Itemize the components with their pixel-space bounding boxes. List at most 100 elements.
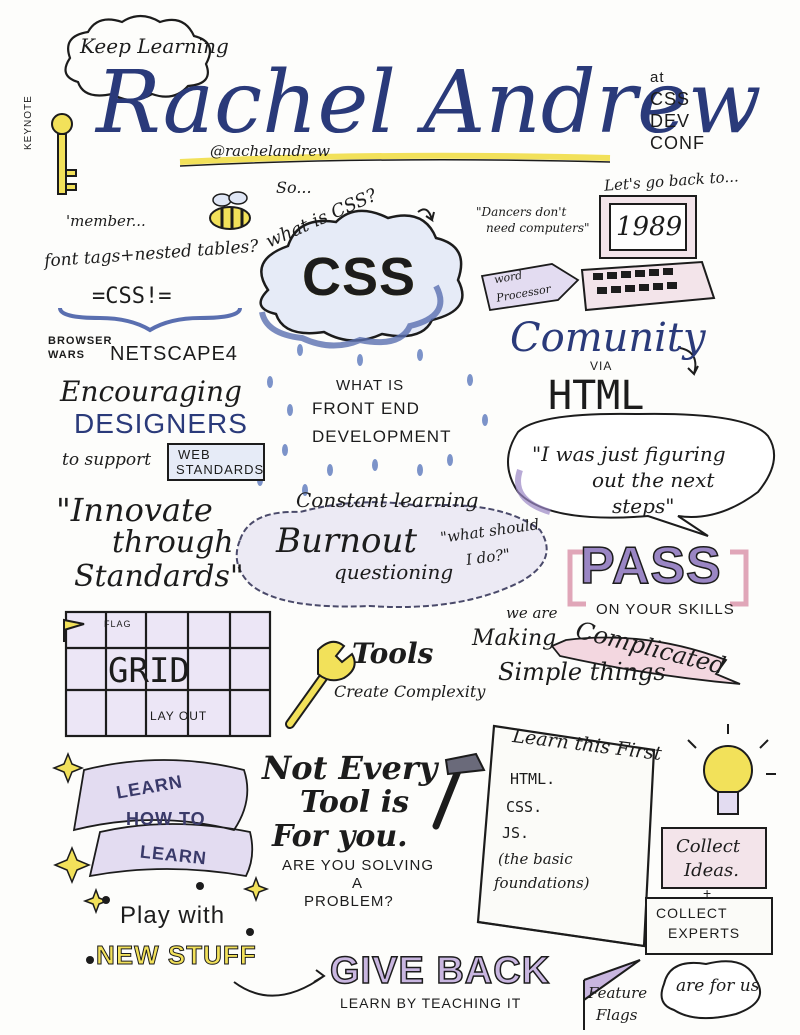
learn-first-basic: (the basic [498,850,573,868]
new-stuff-text: NEW STUFF [96,940,257,970]
to-support-text: to support [62,450,152,470]
burnout-scribble [235,501,548,608]
standards-quote-text: Standards" [74,559,244,594]
keep-learning-label: Keep Learning [80,34,229,58]
play-with-text: Play with [120,902,226,929]
css-cloud [259,209,464,342]
burnout-text: Burnout [276,521,418,561]
keynote-label: KEYNOTE [23,95,34,150]
are-for-us-text: are for us [676,976,760,996]
web-standards-box [167,443,265,481]
flag-text: FLAG [104,619,132,629]
front-end-text: FRONT END [312,399,420,418]
learn-by-teaching-text: LEARN BY TEACHING IT [340,995,522,1011]
create-complexity-text: Create Complexity [334,682,486,701]
event-conf: CONF [650,133,705,153]
give-back-text: GIVE BACK [329,950,551,992]
for-you-text: For you. [272,819,408,854]
problem-text: PROBLEM? [304,893,394,910]
learn-first-js: JS. [502,824,530,842]
year-1989: 1989 [616,212,683,242]
tools-text: Tools [352,637,434,670]
keep-learning-cloud [64,14,212,102]
arrow-community [679,347,699,376]
through-text: through [112,525,234,560]
browser-text: BROWSER [48,335,113,347]
hammer-icon [432,752,486,830]
plus-text: + [703,885,713,901]
wrench-icon [285,640,356,729]
arrow-what-is-css [417,208,435,223]
what-is-text: WHAT IS [336,377,405,394]
collect-ideas-1: Collect [676,836,741,857]
quote-line-2: out the next [592,468,715,492]
so-text: So... [276,178,312,197]
event-at: at [650,69,665,86]
tool-is-text: Tool is [300,785,410,820]
lightbulb-icon [687,724,776,815]
grid-flag [63,618,85,642]
a-text: A [352,875,364,892]
learn-ribbon [72,759,254,878]
css-bang-text: =CSS!= [92,284,172,309]
questioning-text: questioning [334,560,454,584]
layout-text: LAY OUT [150,709,208,723]
collect-experts-1: COLLECT [656,905,728,921]
not-every-text: Not Every [262,749,438,787]
grid-text: GRID [108,651,190,691]
collect-experts-box [645,897,773,955]
development-text: DEVELOPMENT [312,427,452,446]
speaker-name: Rachel Andrew [96,53,762,153]
need-computers-text: need computers" [486,221,590,235]
web-text: WEB [178,447,211,462]
bee-icon [209,191,251,230]
sparkle-icons [51,751,270,915]
css-title: CSS [302,247,417,307]
name-underline [179,152,611,165]
grid-illustration [64,610,272,738]
quote-line-1: "I was just figuring [532,442,726,466]
quote-line-3: steps" [612,494,675,518]
computer-icon [580,195,716,312]
community-text: Comunity [510,315,706,361]
collect-experts-2: EXPERTS [668,925,741,941]
dancers-text: "Dancers don't [476,205,567,219]
speaker-handle: @rachelandrew [210,142,330,160]
learn-first-css: CSS. [506,798,543,816]
wars-text: WARS [48,349,85,361]
word-processor-tag [480,263,580,312]
making-text: Making [472,626,557,651]
encouraging-text: Encouraging [60,375,242,408]
we-are-text: we are [506,604,558,622]
feature-flag [583,959,641,1030]
pass-brackets [567,549,749,607]
pass-text: PASS [579,537,722,595]
netscape-text: NETSCAPE4 [110,343,238,365]
collect-ideas-2: Ideas. [684,860,739,881]
give-back-arrow [233,969,326,997]
member-text: 'member... [66,212,146,230]
learn-first-foundations: foundations) [494,874,590,892]
complicated-banner [550,636,741,685]
event-dev: DEV [650,111,691,131]
learn-first-html: HTML. [510,770,556,788]
on-your-skills-text: ON YOUR SKILLS [596,601,735,618]
css-brace [58,307,242,333]
designers-text: DESIGNERS [74,408,248,439]
feature-text: Feature [588,984,648,1002]
constant-learning-text: Constant learning [296,488,479,512]
innovate-text: "Innovate [56,491,213,529]
key-icon [51,113,77,195]
via-text: VIA [590,359,613,373]
are-you-solving-text: ARE YOU SOLVING [282,857,434,874]
event-css: CSS [650,89,691,109]
simple-things-text: Simple things [498,658,666,686]
flags-text: Flags [596,1006,638,1024]
bullet-dots [86,882,254,964]
collect-ideas-box [661,827,767,889]
standards-text: STANDARDS [176,462,265,477]
html-text: HTML [548,373,645,419]
are-for-us-cloud [660,960,761,1020]
